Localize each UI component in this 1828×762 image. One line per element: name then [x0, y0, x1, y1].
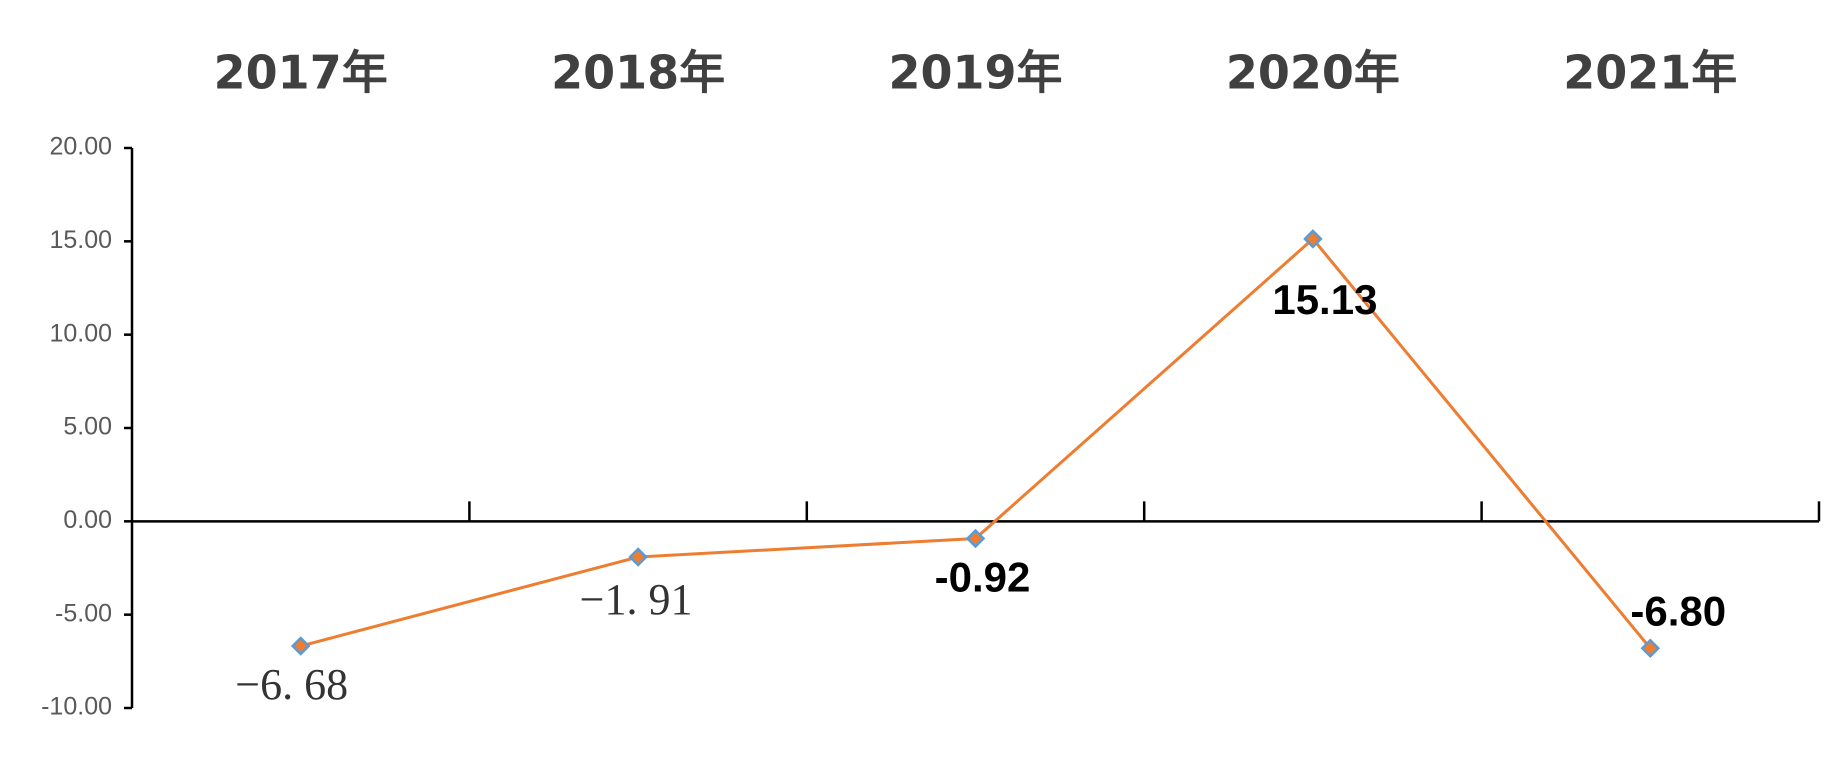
data-label: -0.92 — [935, 554, 1031, 601]
x-tick-label: 2021年 — [1563, 46, 1737, 100]
x-tick-label: 2019年 — [888, 46, 1062, 100]
marker — [628, 547, 648, 567]
y-tick-label: -10.00 — [41, 693, 112, 721]
y-tick-label: 0.00 — [63, 506, 112, 534]
x-tick-label: 2018年 — [551, 46, 725, 100]
y-tick-label: -5.00 — [55, 599, 112, 627]
marker — [290, 636, 311, 656]
data-label: −6. 68 — [235, 660, 348, 709]
marker — [1640, 638, 1661, 659]
data-label: -6.80 — [1630, 587, 1726, 634]
marker — [1303, 229, 1323, 249]
y-tick-label: 5.00 — [63, 413, 112, 441]
x-tick-label: 2020年 — [1226, 46, 1400, 100]
y-tick-label: 20.00 — [49, 133, 112, 161]
marker — [965, 528, 986, 549]
x-tick-label: 2017年 — [214, 46, 388, 100]
y-tick-label: 15.00 — [49, 226, 112, 254]
y-tick-label: 10.00 — [49, 319, 112, 347]
data-label: −1. 91 — [580, 575, 693, 624]
data-label: 15.13 — [1272, 276, 1377, 323]
